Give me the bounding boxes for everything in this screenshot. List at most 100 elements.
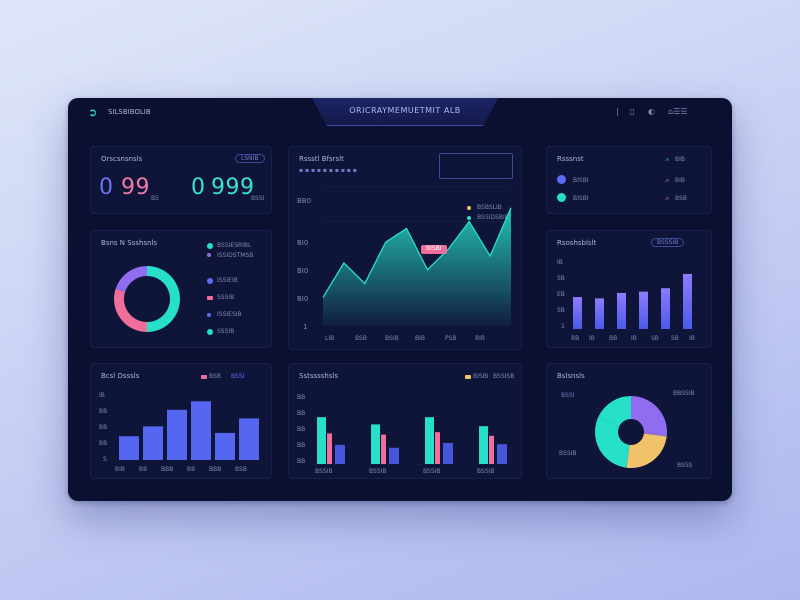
bar	[489, 435, 494, 464]
list-row-label-3: BISBI	[573, 195, 589, 202]
y-tick: BB	[297, 458, 306, 465]
area-filter-box[interactable]	[439, 153, 513, 179]
kpi-badge[interactable]: LSNIB	[235, 154, 265, 163]
bars-right-title: Rsoshsblslt	[557, 239, 597, 247]
bar	[683, 273, 692, 329]
grouped-legend-2: BSSISB	[493, 373, 515, 380]
bars-left-title: Bcsl Dsssls	[101, 372, 140, 380]
y-tick: EB	[557, 291, 565, 298]
x-tick: IB	[689, 335, 695, 342]
bars-right-card: Rsoshsblslt BSSSIB IB SB EB SB 1 BB IB B…	[546, 230, 712, 348]
bar	[215, 432, 235, 460]
list-row-dot	[557, 175, 566, 184]
title-tab	[312, 98, 498, 126]
y-tick: BB	[99, 408, 108, 415]
bars-left-card: Bcsl Dsssls BSB BSSI IB BB BB BB S BIB B…	[90, 363, 272, 479]
x-tick: BSSIB	[369, 468, 387, 475]
legend-dot	[207, 243, 213, 249]
bars-right-chart	[573, 273, 692, 329]
pie-label-3: BSSIB	[559, 450, 577, 457]
bar	[443, 443, 453, 464]
kpi-zero-a: 0	[99, 175, 114, 200]
grouped-bar-chart	[313, 399, 515, 465]
logo-icon: ➲	[88, 106, 98, 119]
brand-name: SILSBIBOLIB	[108, 108, 151, 116]
y-tick: 1	[561, 323, 565, 330]
bar	[327, 433, 332, 464]
bar	[191, 401, 211, 460]
legend-swatch	[207, 296, 213, 300]
bar	[119, 436, 139, 460]
pie-label-4: BSSS	[677, 462, 693, 469]
help-icon[interactable]: |	[616, 107, 619, 116]
kpi-zero-b: 0	[191, 175, 206, 200]
list-row-dot	[557, 193, 566, 202]
dashboard-title: ORICRAYMEMUETMIT ALB	[349, 106, 461, 115]
y-tick: BI0	[297, 267, 309, 275]
area-legend-2: BSSIDSBIB	[477, 214, 509, 221]
donut-legend-6: SSSIB	[217, 328, 235, 335]
y-tick: S	[103, 456, 107, 463]
y-tick: BB	[297, 426, 306, 433]
legend-dot	[207, 329, 213, 335]
pie-slice	[631, 396, 667, 437]
donut-legend-1: BSSIESRIBL	[217, 242, 252, 249]
y-tick: BI0	[297, 295, 309, 303]
x-tick: BSSIB	[315, 468, 333, 475]
bars-left-chart	[119, 401, 259, 460]
bar	[573, 297, 582, 329]
y-tick: BB	[297, 410, 306, 417]
x-tick: BSB	[355, 335, 367, 342]
pie-label-1: BSSI	[561, 392, 575, 399]
grouped-legend-1: BISBI	[473, 373, 489, 380]
pie-card: Bslsnsls BSSI BBSSIB BSSIB BSSS	[546, 363, 712, 479]
donut-card-title: Bsns N Ssshsnls	[101, 239, 158, 247]
area-card-title: Rssstl Bfsrslt	[299, 155, 344, 163]
bar	[435, 432, 440, 464]
bar	[389, 447, 399, 464]
donut-chart	[114, 266, 180, 332]
bar	[317, 417, 326, 464]
x-tick: BSB	[235, 466, 247, 473]
list-row-value-1: BIB	[675, 156, 686, 163]
donut-segment	[115, 266, 147, 292]
user-icon[interactable]: ⌂☰☰	[668, 107, 688, 116]
legend-dot	[207, 278, 213, 284]
list-row-value-3: BSB	[675, 195, 687, 202]
info-icon[interactable]: ▯	[630, 107, 635, 116]
y-tick: BI0	[297, 239, 309, 247]
list-row-label-2: BISBI	[573, 177, 589, 184]
area-line	[322, 207, 512, 298]
y-tick: 1	[303, 323, 308, 331]
bars-left-legend-1: BSB	[209, 373, 221, 380]
kpi-card: Orscsnsnsls LSNIB 0 99 BS 0 999 BSSI	[90, 146, 272, 214]
x-tick: IB	[631, 335, 637, 342]
area-tooltip: BISBI	[421, 245, 447, 254]
pie-chart	[595, 396, 667, 468]
x-tick: BSIB	[385, 335, 399, 342]
pie-label-2: BBSSIB	[673, 390, 695, 397]
donut-card: Bsns N Ssshsnls BSSIESRIBL ISSIDSTMSB IS…	[90, 230, 272, 348]
donut-segment	[147, 266, 180, 332]
bars-left-legend-2: BSSI	[231, 373, 245, 380]
dashboard-window: ➲ SILSBIBOLIB ORICRAYMEMUETMIT ALB | ▯ ◐…	[68, 98, 732, 501]
x-tick: SB	[671, 335, 679, 342]
x-tick: BB	[571, 335, 580, 342]
settings-icon[interactable]: ◐	[648, 107, 655, 116]
kpi-value-a: 99	[121, 175, 150, 200]
bars-right-badge[interactable]: BSSSIB	[651, 238, 685, 247]
row-trend-icon: ⩘	[665, 195, 669, 202]
x-tick: BIB	[475, 335, 486, 342]
y-tick: BB	[297, 442, 306, 449]
x-tick: BSSIB	[477, 468, 495, 475]
bar	[639, 291, 648, 329]
x-tick: BBB	[209, 466, 222, 473]
y-tick: SB	[557, 307, 565, 314]
x-tick: IB	[589, 335, 595, 342]
bar	[479, 426, 488, 464]
bar	[661, 288, 670, 329]
area-subtitle: ▪ ▪ ▪ ▪ ▪ ▪ ▪ ▪ ▪ ▪	[299, 167, 357, 174]
bar	[425, 417, 434, 464]
x-tick: SB	[651, 335, 659, 342]
pie-slice	[595, 416, 630, 468]
